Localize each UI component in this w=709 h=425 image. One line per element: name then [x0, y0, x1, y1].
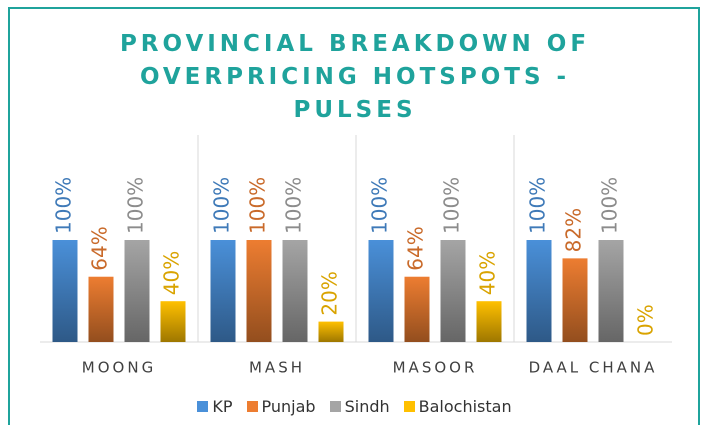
data-label: 100%: [598, 177, 622, 234]
legend-label: Punjab: [261, 397, 316, 416]
data-label: 20%: [318, 271, 342, 315]
bar: [52, 240, 78, 342]
bar: [562, 258, 588, 342]
data-label: 0%: [634, 304, 658, 336]
bar: [88, 276, 114, 342]
bar: [124, 240, 150, 342]
data-label: 100%: [440, 177, 464, 234]
bar: [368, 240, 394, 342]
chart-title: PROVINCIAL BREAKDOWN OF OVERPRICING HOTS…: [119, 31, 591, 123]
data-label: 40%: [160, 251, 184, 295]
data-label: 64%: [404, 226, 428, 270]
bar: [246, 240, 272, 342]
x-tick-label: DAAL CHANA: [529, 359, 658, 377]
legend: KP Punjab Sindh Balochistan: [0, 397, 709, 416]
legend-swatch: [246, 401, 258, 412]
legend-label: Sindh: [344, 397, 390, 416]
data-label: 100%: [526, 177, 550, 234]
bar: [598, 240, 624, 342]
bar: [440, 240, 466, 342]
legend-label: Balochistan: [418, 397, 512, 416]
bar: [404, 276, 430, 342]
data-label: 100%: [124, 177, 148, 234]
legend-swatch: [197, 401, 209, 412]
data-label: 100%: [368, 177, 392, 234]
data-label: 82%: [562, 208, 586, 252]
bar: [210, 240, 236, 342]
x-tick-label: MASOOR: [393, 359, 478, 377]
bar: [160, 301, 186, 342]
data-label: 64%: [88, 226, 112, 270]
bar: [282, 240, 308, 342]
bar: [476, 301, 502, 342]
bar: [526, 240, 552, 342]
x-tick-label: MASH: [249, 359, 305, 377]
frame: [8, 7, 700, 425]
bar: [318, 321, 344, 342]
data-label: 40%: [476, 251, 500, 295]
legend-label: KP: [212, 397, 233, 416]
legend-item: Sindh: [329, 397, 390, 416]
legend-item: KP: [197, 397, 233, 416]
x-tick-label: MOONG: [82, 359, 156, 377]
data-label: 100%: [282, 177, 306, 234]
legend-swatch: [329, 401, 341, 412]
legend-swatch: [403, 401, 415, 412]
data-label: 100%: [246, 177, 270, 234]
legend-item: Balochistan: [403, 397, 512, 416]
legend-item: Punjab: [246, 397, 316, 416]
data-label: 100%: [52, 177, 76, 234]
data-label: 100%: [210, 177, 234, 234]
